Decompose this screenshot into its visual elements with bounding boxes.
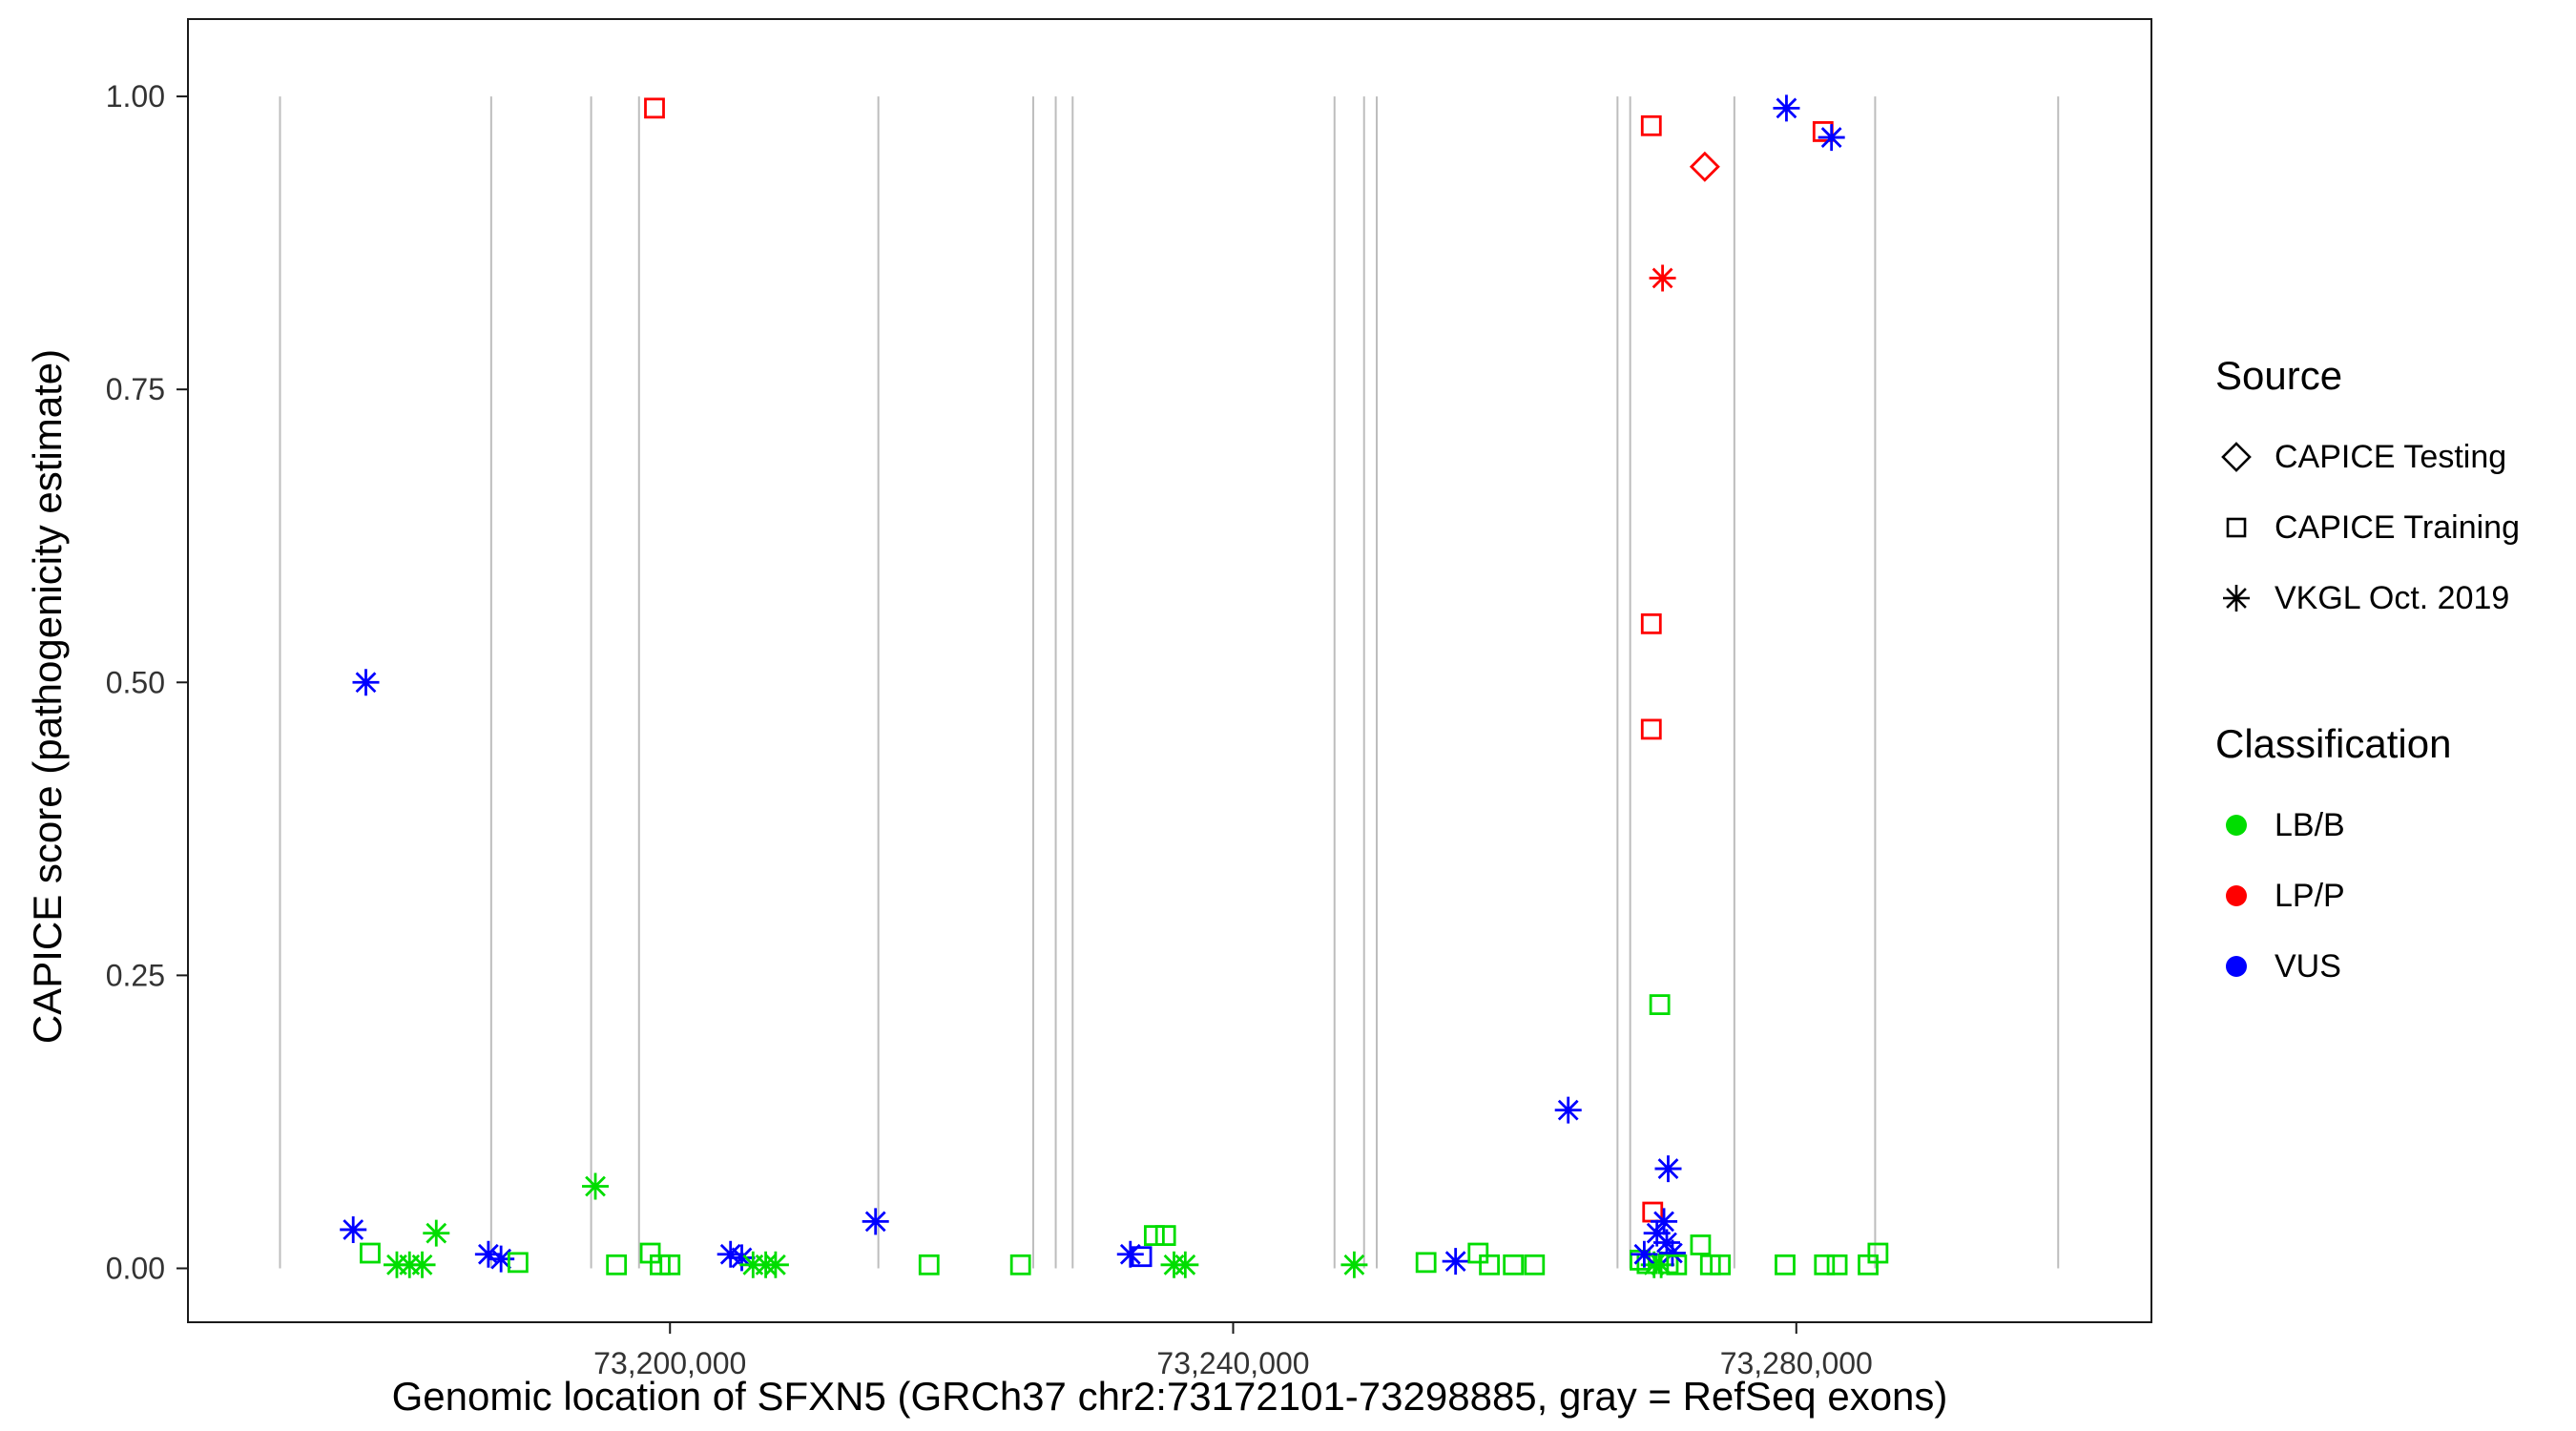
legend-item-lpp: LP/P — [2215, 861, 2520, 931]
data-point-asterisk — [862, 1208, 889, 1235]
legend-title-source: Source — [2215, 353, 2343, 398]
y-tick-label: 0.25 — [106, 958, 165, 992]
legend-label-capice-testing: CAPICE Testing — [2275, 438, 2507, 475]
data-point-square — [606, 1254, 628, 1275]
y-tick-label: 0.50 — [106, 665, 165, 699]
data-point-square — [1154, 1225, 1176, 1246]
legend-title-classification: Classification — [2215, 721, 2452, 766]
data-point-asterisk — [1172, 1251, 1199, 1278]
data-point-asterisk — [1340, 1251, 1368, 1278]
data-point-square — [1640, 718, 1662, 740]
lbb-dot-icon — [2226, 815, 2247, 836]
data-point-square — [1649, 994, 1671, 1015]
data-point-asterisk — [761, 1251, 789, 1278]
panel-border — [187, 18, 2152, 1323]
diamond-open-icon — [2221, 442, 2252, 472]
data-point-square — [1415, 1252, 1437, 1274]
data-point-asterisk — [1651, 1208, 1678, 1235]
data-point-asterisk — [1653, 1229, 1681, 1256]
data-point-square — [1524, 1254, 1546, 1275]
legend-item-capice-testing: CAPICE Testing — [2215, 422, 2520, 492]
legend-label-lbb: LB/B — [2275, 806, 2345, 843]
data-point-asterisk — [408, 1251, 436, 1278]
y-tick-label: 0.75 — [106, 372, 165, 406]
data-point-square — [1479, 1254, 1500, 1275]
data-point-square — [918, 1254, 940, 1275]
legend-label-capice-training: CAPICE Training — [2275, 508, 2520, 546]
data-point-asterisk — [1649, 264, 1676, 292]
data-point-asterisk — [582, 1172, 610, 1200]
data-point-asterisk — [1631, 1240, 1658, 1268]
data-point-asterisk — [1442, 1248, 1469, 1275]
data-point-square — [1640, 114, 1662, 136]
data-point-asterisk — [1116, 1240, 1144, 1268]
legend-group-classification: Classification LB/B LP/P VUS — [2215, 721, 2520, 1002]
data-point-square — [1867, 1242, 1889, 1264]
lpp-dot-icon — [2226, 885, 2247, 906]
legend-group-source: Source CAPICE Testing CAPICE Training VK… — [2215, 353, 2520, 633]
data-point-square — [1690, 1234, 1712, 1255]
square-open-icon — [2226, 517, 2247, 538]
legend-item-vkgl: VKGL Oct. 2019 — [2215, 563, 2520, 633]
asterisk-icon — [2223, 585, 2250, 612]
x-tick-label: 73,280,000 — [1720, 1346, 1873, 1380]
data-point-square — [1131, 1246, 1153, 1268]
data-point-square — [1503, 1254, 1525, 1275]
legend-item-capice-training: CAPICE Training — [2215, 492, 2520, 563]
data-point-asterisk — [728, 1244, 756, 1272]
data-point-square — [1775, 1254, 1796, 1275]
x-axis-title: Genomic location of SFXN5 (GRCh37 chr2:7… — [391, 1374, 1948, 1419]
legend-item-lbb: LB/B — [2215, 790, 2520, 861]
data-point-square — [1826, 1254, 1848, 1275]
data-point-square — [659, 1254, 681, 1275]
data-point-square — [507, 1252, 529, 1274]
data-point-asterisk — [1658, 1239, 1686, 1267]
data-point-diamond — [1689, 151, 1720, 182]
legend-label-vkgl: VKGL Oct. 2019 — [2275, 579, 2510, 616]
data-point-square — [644, 97, 665, 119]
data-point-asterisk — [488, 1245, 515, 1273]
data-point-square — [1640, 612, 1662, 634]
data-point-asterisk — [1818, 124, 1845, 152]
data-point-square — [1710, 1254, 1731, 1275]
vus-dot-icon — [2226, 956, 2247, 977]
legend-label-vus: VUS — [2275, 947, 2341, 985]
data-point-square — [1009, 1254, 1031, 1275]
legend-label-lpp: LP/P — [2275, 877, 2345, 914]
data-point-square — [360, 1242, 381, 1264]
data-point-square — [1143, 1225, 1165, 1246]
data-point-asterisk — [352, 669, 380, 696]
data-point-square — [1467, 1242, 1489, 1264]
data-point-asterisk — [474, 1240, 502, 1268]
data-point-asterisk — [1773, 94, 1800, 122]
x-tick-label: 73,240,000 — [1156, 1346, 1309, 1380]
data-point-asterisk — [1643, 1219, 1671, 1247]
x-tick-label: 73,200,000 — [593, 1346, 746, 1380]
y-tick-label: 0.00 — [106, 1251, 165, 1285]
data-point-asterisk — [1648, 1251, 1675, 1278]
data-point-asterisk — [1654, 1155, 1682, 1183]
legend-item-vus: VUS — [2215, 931, 2520, 1002]
data-point-asterisk — [340, 1215, 367, 1243]
data-point-asterisk — [717, 1240, 744, 1268]
data-point-asterisk — [423, 1219, 450, 1247]
data-point-square — [1814, 1254, 1836, 1275]
data-point-asterisk — [1554, 1096, 1582, 1124]
legend: Source CAPICE Testing CAPICE Training VK… — [2215, 353, 2520, 1002]
y-axis-title: CAPICE score (pathogenicity estimate) — [25, 348, 70, 1045]
y-tick-label: 1.00 — [106, 79, 165, 114]
data-point-square — [1666, 1254, 1688, 1275]
